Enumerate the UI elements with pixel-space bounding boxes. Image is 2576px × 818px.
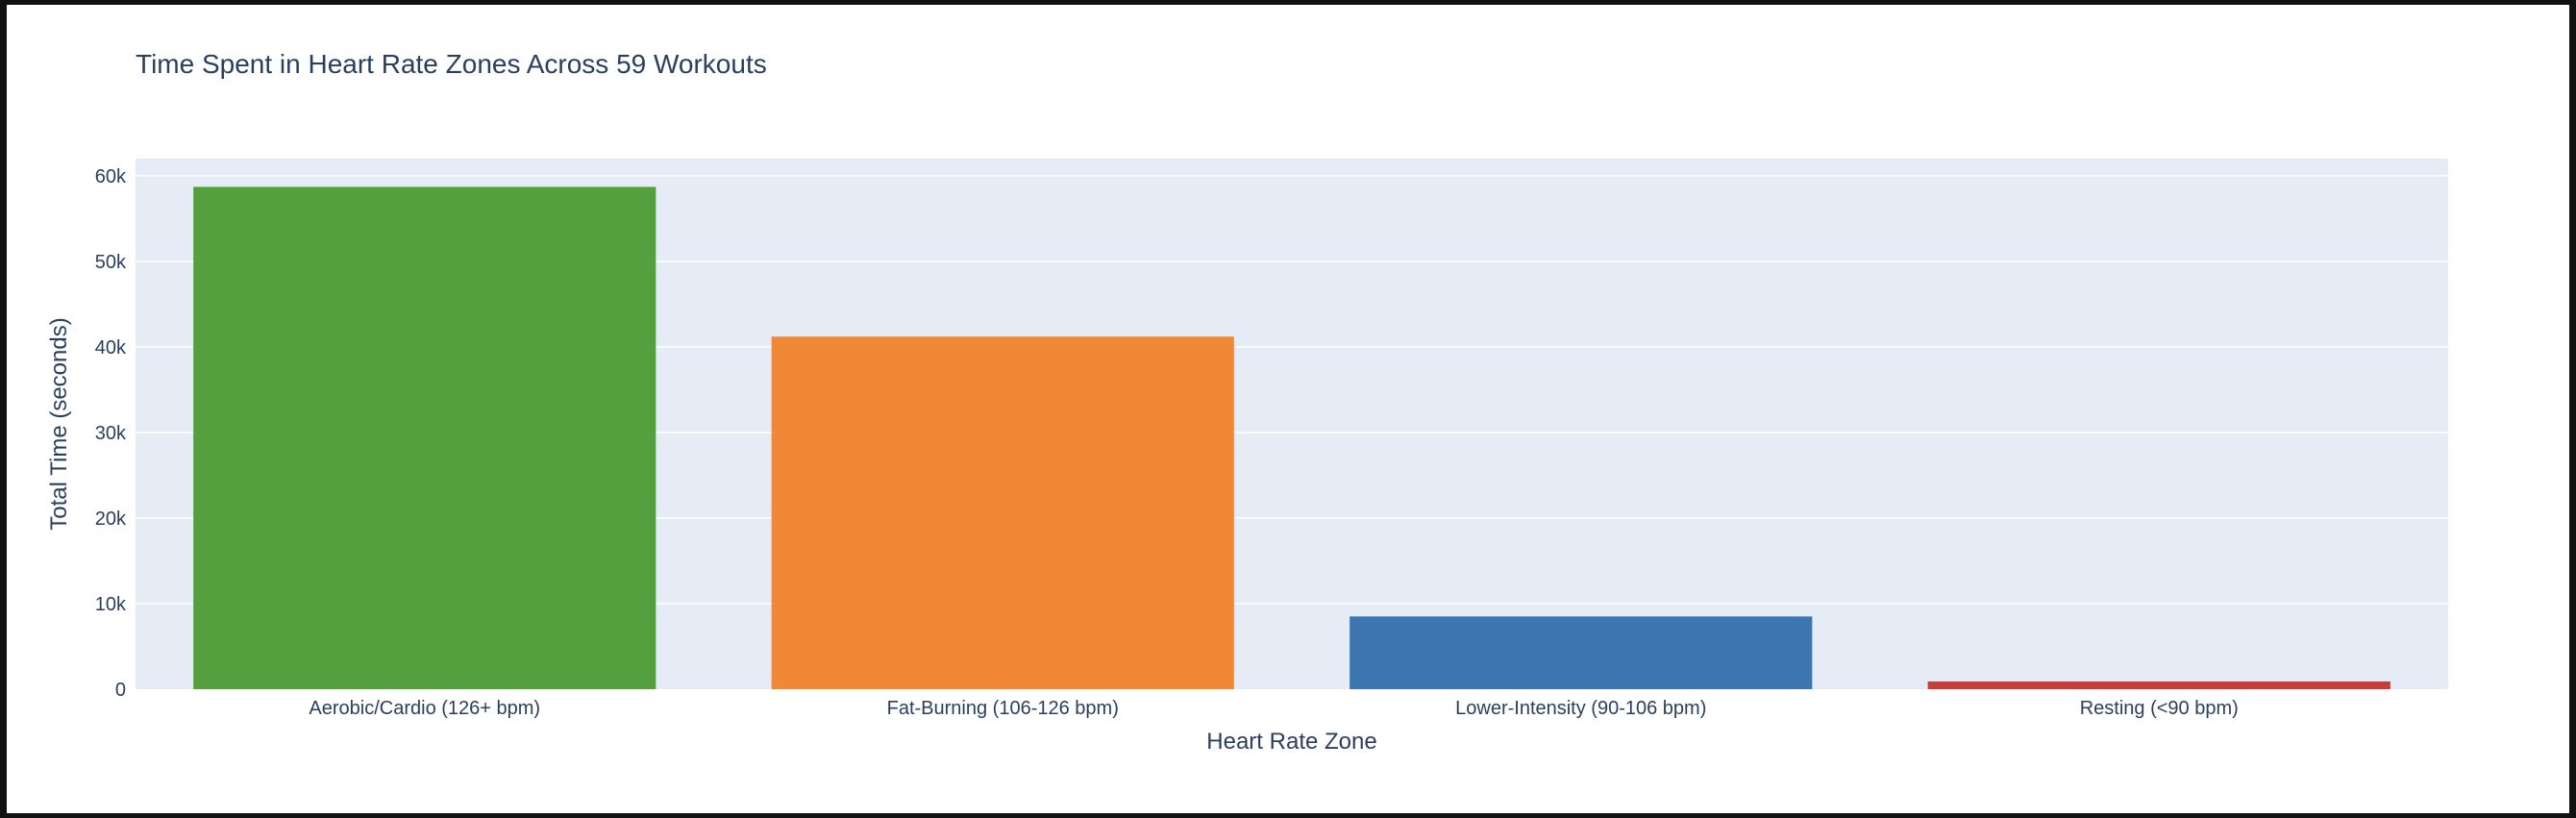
y-axis-title: Total Time (seconds) bbox=[46, 317, 72, 530]
x-tick-label: Fat-Burning (106-126 bpm) bbox=[887, 698, 1119, 719]
bar-chart: 0 10k 20k 30k 40k 50k 60k Aerobic/Cardio (126+… bbox=[46, 49, 2448, 755]
y-tick-label: 20k bbox=[95, 508, 127, 530]
chart-frame: 0 10k 20k 30k 40k 50k 60k Aerobic/Cardio (126+… bbox=[7, 5, 2569, 813]
y-axis-ticks: 0 10k 20k 30k 40k 50k 60k bbox=[95, 166, 127, 701]
x-tick-label: Aerobic/Cardio (126+ bpm) bbox=[309, 698, 540, 719]
chart-title: Time Spent in Heart Rate Zones Across 59… bbox=[136, 49, 767, 79]
y-tick-label: 10k bbox=[95, 594, 127, 615]
y-tick-label: 40k bbox=[95, 337, 127, 359]
bar bbox=[193, 186, 656, 690]
y-tick-label: 50k bbox=[95, 252, 127, 273]
y-tick-label: 0 bbox=[115, 680, 126, 701]
y-tick-label: 30k bbox=[95, 423, 127, 444]
bars bbox=[193, 186, 2390, 690]
x-axis-ticks: Aerobic/Cardio (126+ bpm) Fat-Burning (10… bbox=[309, 698, 2238, 719]
x-tick-label: Lower-Intensity (90-106 bpm) bbox=[1455, 698, 1706, 719]
bar bbox=[771, 336, 1234, 689]
x-axis-title: Heart Rate Zone bbox=[1206, 729, 1376, 755]
bar bbox=[1927, 681, 2390, 689]
x-tick-label: Resting (<90 bpm) bbox=[2080, 698, 2239, 719]
y-tick-label: 60k bbox=[95, 166, 127, 187]
bar bbox=[1350, 616, 1813, 689]
